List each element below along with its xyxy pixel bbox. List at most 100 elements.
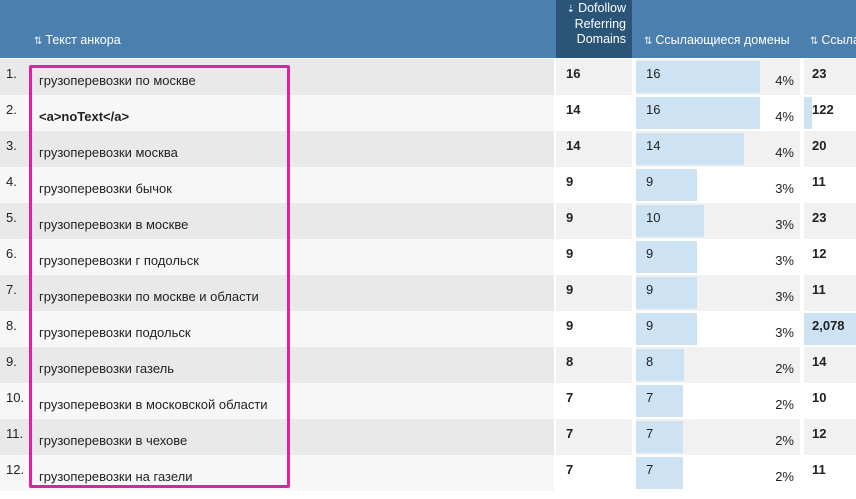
table-row: 7. грузоперевозки по москве и области 9 9 3%… <box>0 275 856 311</box>
anchor-text-cell[interactable]: грузоперевозки г подольск <box>39 253 199 268</box>
referring-column-cell: 23 <box>804 59 856 95</box>
anchor-text-cell[interactable]: грузоперевозки в московской области <box>39 397 268 412</box>
column-divider <box>632 59 636 95</box>
column-divider <box>800 455 804 491</box>
referring-column-cell: 11 <box>804 167 856 203</box>
column-divider <box>554 383 556 419</box>
row-index: 10. <box>6 390 25 405</box>
index-header <box>0 0 30 58</box>
referring-domains-count[interactable]: 16 <box>646 102 661 117</box>
column-divider <box>632 455 636 491</box>
dofollow-header-line3: Domains <box>576 32 626 46</box>
referring-domains-cell[interactable]: 14 4% <box>636 131 800 167</box>
row-index: 9. <box>6 354 17 369</box>
referring-column-cell: 12 <box>804 419 856 455</box>
referring-domains-bar <box>636 241 697 273</box>
referring-domains-percent: 3% <box>775 181 794 196</box>
sort-desc-icon: ⇣ <box>566 4 576 15</box>
table-row: 9. грузоперевозки газель 8 8 2% 14 <box>0 347 856 383</box>
anchor-text-cell[interactable]: грузоперевозки бычок <box>39 181 172 196</box>
row-index: 7. <box>6 282 17 297</box>
referring-domains-cell[interactable]: 7 2% <box>636 419 800 455</box>
table-header: ⇅ Текст анкора ⇣ Dofollow Referring Domai… <box>0 0 856 58</box>
anchor-text-cell[interactable]: грузоперевозки по москве и области <box>39 289 259 304</box>
referring-column-value: 10 <box>812 390 827 405</box>
referring-domains-cell[interactable]: 16 4% <box>636 59 800 95</box>
table-row: 5. грузоперевозки в москве 9 10 3% 23 <box>0 203 856 239</box>
anchor-text-cell[interactable]: грузоперевозки в чехове <box>39 433 188 448</box>
referring-column-value: 2,078 <box>812 318 845 333</box>
referring-domains-cell[interactable]: 10 3% <box>636 203 800 239</box>
referring-domains-cell[interactable]: 9 3% <box>636 275 800 311</box>
anchor-text-header[interactable]: ⇅ Текст анкора <box>30 0 554 58</box>
referring-domains-header[interactable]: ⇅ Ссылающиеся домены <box>638 0 798 58</box>
column-divider <box>554 311 556 347</box>
column-divider <box>554 455 556 491</box>
anchor-text-cell[interactable]: грузоперевозки по москве <box>39 73 196 88</box>
referring-domains-count[interactable]: 8 <box>646 354 654 369</box>
row-index: 4. <box>6 174 17 189</box>
column-divider <box>632 239 636 275</box>
dofollow-header-line1: ⇣ Dofollow <box>566 1 626 15</box>
referring-domains-count[interactable]: 7 <box>646 462 654 477</box>
column-divider <box>554 59 556 95</box>
referring-domains-count[interactable]: 9 <box>646 318 654 333</box>
dofollow-count: 9 <box>556 167 632 203</box>
dofollow-count: 7 <box>556 383 632 419</box>
anchor-text-cell[interactable]: грузоперевозки на газели <box>39 469 193 484</box>
referring-domains-count[interactable]: 9 <box>646 282 654 297</box>
dofollow-count: 9 <box>556 239 632 275</box>
referring-domains-percent: 2% <box>775 433 794 448</box>
referring-domains-bar <box>636 205 704 237</box>
anchor-text-cell[interactable]: грузоперевозки подольск <box>39 325 191 340</box>
referring-column-cell: 11 <box>804 275 856 311</box>
referring-domains-cell[interactable]: 7 2% <box>636 383 800 419</box>
anchor-text-cell[interactable]: грузоперевозки москва <box>39 145 178 160</box>
dofollow-count: 9 <box>556 275 632 311</box>
referring-domains-count[interactable]: 7 <box>646 426 654 441</box>
column-divider <box>800 167 804 203</box>
referring-domains-bar <box>636 313 697 345</box>
dofollow-count: 16 <box>556 59 632 95</box>
referring-domains-header-label: Ссылающиеся домены <box>655 33 790 47</box>
referring-domains-cell[interactable]: 8 2% <box>636 347 800 383</box>
column-divider <box>800 239 804 275</box>
anchor-text-cell[interactable]: грузоперевозки в москве <box>39 217 189 232</box>
referring-domains-count[interactable]: 16 <box>646 66 661 81</box>
sort-icon: ⇅ <box>810 36 819 47</box>
sort-icon: ⇅ <box>644 36 653 47</box>
column-divider <box>554 167 556 203</box>
referring-column-cell: 2,078 <box>804 311 856 347</box>
referring-column-value: 12 <box>812 246 827 261</box>
referring-domains-count[interactable]: 14 <box>646 138 661 153</box>
dofollow-count: 14 <box>556 95 632 131</box>
referring-column-cell: 20 <box>804 131 856 167</box>
referring-domains-percent: 3% <box>775 217 794 232</box>
row-index: 1. <box>6 66 17 81</box>
referring-domains-count[interactable]: 9 <box>646 174 654 189</box>
referring-column-header[interactable]: ⇅ Ссыла <box>804 0 856 58</box>
column-divider <box>632 311 636 347</box>
referring-domains-bar <box>636 457 683 489</box>
referring-domains-percent: 3% <box>775 253 794 268</box>
row-index: 11. <box>6 426 24 441</box>
referring-domains-count[interactable]: 9 <box>646 246 654 261</box>
referring-domains-percent: 4% <box>775 145 794 160</box>
referring-domains-bar <box>636 277 697 309</box>
table-row: 2. <a>noText</a> 14 16 4% 122 <box>0 95 856 131</box>
referring-domains-cell[interactable]: 9 3% <box>636 239 800 275</box>
sort-icon: ⇅ <box>34 36 43 47</box>
referring-domains-cell[interactable]: 16 4% <box>636 95 800 131</box>
referring-domains-cell[interactable]: 7 2% <box>636 455 800 491</box>
referring-domains-cell[interactable]: 9 3% <box>636 311 800 347</box>
referring-domains-count[interactable]: 10 <box>646 210 661 225</box>
anchor-text-cell[interactable]: грузоперевозки газель <box>39 361 174 376</box>
anchor-text-cell[interactable]: <a>noText</a> <box>39 109 130 124</box>
table-row: 4. грузоперевозки бычок 9 9 3% 11 <box>0 167 856 203</box>
dofollow-referring-domains-header[interactable]: ⇣ Dofollow Referring Domains <box>556 0 632 58</box>
column-divider <box>632 275 636 311</box>
referring-domains-cell[interactable]: 9 3% <box>636 167 800 203</box>
column-divider <box>632 203 636 239</box>
column-divider <box>800 131 804 167</box>
referring-domains-count[interactable]: 7 <box>646 390 654 405</box>
